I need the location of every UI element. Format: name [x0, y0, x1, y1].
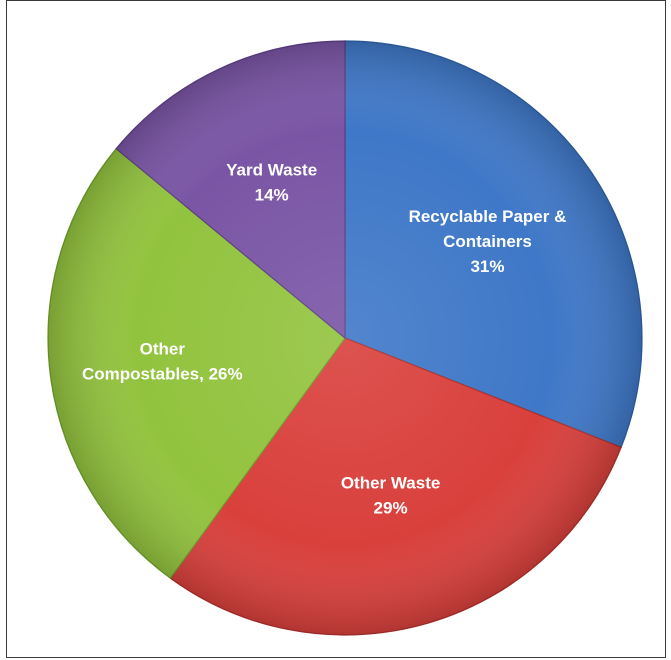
slice-label-line: 31%: [470, 257, 504, 276]
slice-label-line: Other: [140, 340, 186, 359]
slice-label-other-waste: Other Waste 29%: [341, 473, 441, 517]
slice-label-line: 14%: [255, 186, 289, 205]
slice-label-other-compostables: Other Compostables, 26%: [82, 340, 243, 384]
slice-label-line: 29%: [374, 498, 408, 517]
slice-label-line: Yard Waste: [226, 161, 317, 180]
slice-label-line: Compostables, 26%: [82, 365, 243, 384]
slice-label-yard-waste: Yard Waste 14%: [226, 161, 317, 205]
pie-labels: Recyclable Paper & Containers 31% Other Was…: [82, 161, 566, 518]
pie-slices: [47, 40, 643, 636]
slice-label-line: Containers: [443, 232, 532, 251]
slice-label-line: Other Waste: [341, 473, 441, 492]
slice-label-recyclable-paper-containers: Recyclable Paper & Containers 31%: [409, 207, 567, 276]
slice-label-line: Recyclable Paper &: [409, 207, 567, 226]
